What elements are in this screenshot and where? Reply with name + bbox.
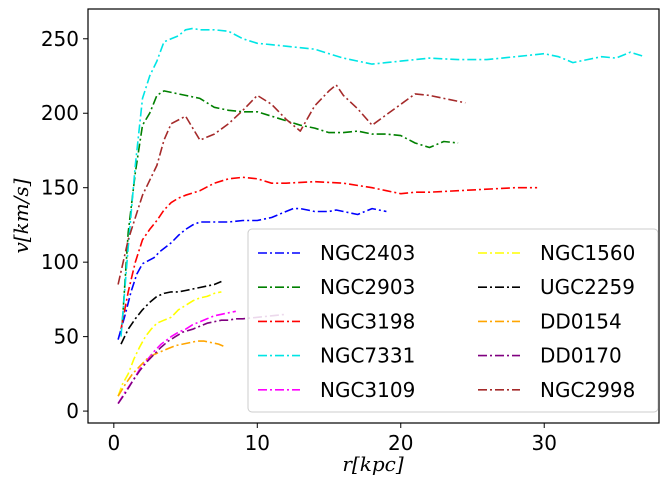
y-axis-label: v[km/s] <box>9 178 33 253</box>
legend-label-ngc3109: NGC3109 <box>320 378 415 402</box>
series-line-ngc2903 <box>121 90 459 322</box>
series-line-dd0154 <box>117 340 227 397</box>
series-line-ngc2403 <box>117 207 387 340</box>
series-line-ngc3198 <box>120 176 538 330</box>
y-tick-label: 200 <box>41 101 79 125</box>
series-line-ngc7331 <box>120 27 645 337</box>
y-tick-label: 250 <box>41 27 79 51</box>
legend-label-ngc7331: NGC7331 <box>320 344 415 368</box>
y-tick-label: 0 <box>66 399 79 423</box>
x-tick-label: 20 <box>388 431 413 455</box>
legend-label-ngc3198: NGC3198 <box>320 309 415 333</box>
ticks-layer: 0 10 20 30 0 50 100 150 200 250 <box>41 27 557 455</box>
series-line-ngc1560 <box>117 291 222 397</box>
x-tick-label: 10 <box>245 431 270 455</box>
legend-label-ngc2903: NGC2903 <box>320 275 415 299</box>
legend: NGC2403 NGC2903 NGC3198 NGC7331 NGC3109 NGC15… <box>247 228 659 413</box>
legend-label-ngc2998: NGC2998 <box>540 378 635 402</box>
plot-frame <box>87 8 660 424</box>
legend-label-dd0170: DD0170 <box>540 344 622 368</box>
x-tick-label: 0 <box>107 431 120 455</box>
legend-label-dd0154: DD0154 <box>540 309 622 333</box>
series-line-ugc2259 <box>120 280 222 345</box>
y-tick-label: 50 <box>54 325 79 349</box>
series-line-dd0170 <box>117 313 287 405</box>
y-tick-label: 150 <box>41 176 79 200</box>
series-layer <box>117 27 645 405</box>
legend-label-ugc2259: UGC2259 <box>540 275 635 299</box>
legend-box <box>247 228 659 413</box>
x-tick-label: 30 <box>531 431 556 455</box>
y-tick-label: 100 <box>41 250 79 274</box>
legend-label-ngc1560: NGC1560 <box>540 241 635 265</box>
legend-label-ngc2403: NGC2403 <box>320 241 415 265</box>
series-line-ngc2998 <box>117 84 466 285</box>
x-axis-label: r[kpc] <box>342 452 403 476</box>
